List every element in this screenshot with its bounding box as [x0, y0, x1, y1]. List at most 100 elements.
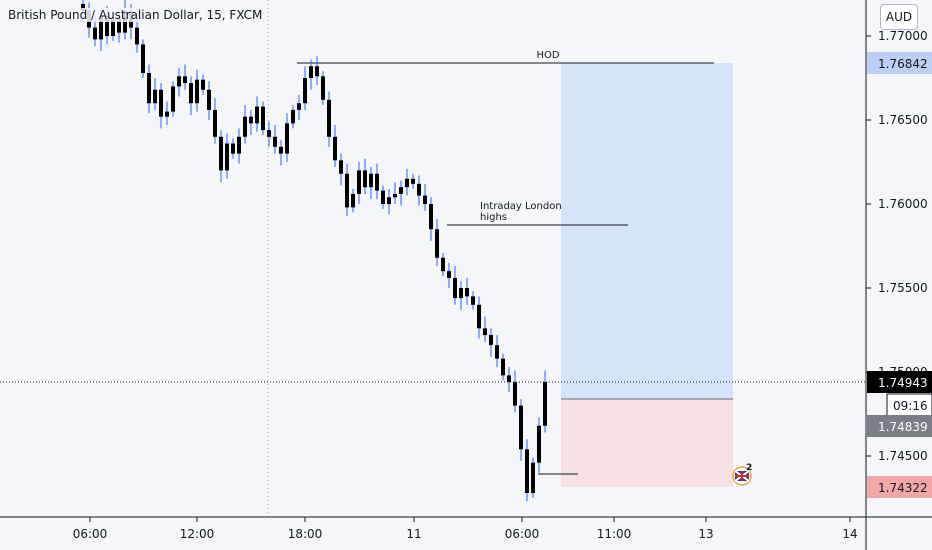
- candle-body[interactable]: [117, 19, 121, 33]
- candle-body[interactable]: [81, 4, 85, 11]
- candle-body[interactable]: [393, 193, 397, 198]
- candle-body[interactable]: [501, 358, 505, 376]
- candle-body[interactable]: [483, 328, 487, 336]
- hod-label: HOD: [536, 50, 559, 61]
- time-label: 06:00: [505, 527, 540, 541]
- candle-body[interactable]: [267, 130, 271, 137]
- stop-price-value: 1.74322: [878, 481, 928, 495]
- candle-body[interactable]: [273, 136, 277, 147]
- candle-body[interactable]: [357, 170, 361, 194]
- candle-body[interactable]: [369, 173, 373, 188]
- candle-body[interactable]: [111, 19, 115, 36]
- candle-body[interactable]: [519, 405, 523, 450]
- candle-body[interactable]: [249, 116, 253, 124]
- candle-body[interactable]: [363, 170, 367, 188]
- candle-body[interactable]: [231, 143, 235, 154]
- time-axis[interactable]: 06:00 12:00 18:00 11 06:00 11:00 13 14: [73, 517, 858, 541]
- target-price-badge[interactable]: [867, 52, 932, 74]
- candle-body[interactable]: [447, 271, 451, 278]
- candle-body[interactable]: [297, 103, 301, 110]
- candle-body[interactable]: [453, 277, 457, 299]
- time-label: 11:00: [597, 527, 632, 541]
- candle-body[interactable]: [441, 257, 445, 272]
- candle-body[interactable]: [375, 173, 379, 191]
- price-label: 1.77000: [878, 29, 928, 43]
- candle-body[interactable]: [405, 178, 409, 188]
- candle-body[interactable]: [183, 76, 187, 84]
- candle-body[interactable]: [495, 345, 499, 359]
- candle-body[interactable]: [201, 79, 205, 90]
- candle-body[interactable]: [189, 83, 193, 104]
- time-label: 12:00: [180, 527, 215, 541]
- candle-body[interactable]: [489, 335, 493, 346]
- notification-count: 2: [746, 463, 752, 473]
- candle-body[interactable]: [381, 190, 385, 204]
- loss-zone[interactable]: [561, 399, 733, 487]
- profit-zone[interactable]: [561, 63, 733, 399]
- candle-body[interactable]: [177, 76, 181, 87]
- candle-body[interactable]: [333, 136, 337, 161]
- candle-body[interactable]: [465, 288, 469, 297]
- candle-body[interactable]: [99, 15, 103, 40]
- candle-body[interactable]: [387, 197, 391, 204]
- candle-body[interactable]: [93, 27, 97, 40]
- time-label: 11: [406, 527, 421, 541]
- candle-body[interactable]: [105, 15, 109, 36]
- candle-body[interactable]: [219, 136, 223, 171]
- candle-body[interactable]: [237, 136, 241, 154]
- time-label: 06:00: [73, 527, 108, 541]
- candle-body[interactable]: [195, 79, 199, 104]
- candle-body[interactable]: [255, 106, 259, 124]
- candle-body[interactable]: [411, 178, 415, 184]
- candle-body[interactable]: [261, 106, 265, 131]
- candle-body[interactable]: [471, 296, 475, 305]
- candle-body[interactable]: [531, 462, 535, 493]
- candle-body[interactable]: [543, 382, 547, 426]
- candle-body[interactable]: [165, 111, 169, 117]
- candle-body[interactable]: [279, 146, 283, 154]
- flag-icon[interactable]: [732, 466, 752, 486]
- candle-body[interactable]: [417, 183, 421, 196]
- candle-body[interactable]: [243, 116, 247, 137]
- candle-body[interactable]: [303, 78, 307, 104]
- candle-body[interactable]: [513, 382, 517, 406]
- candle-body[interactable]: [525, 449, 529, 493]
- currency-button[interactable]: AUD: [880, 4, 918, 30]
- candle-body[interactable]: [423, 195, 427, 204]
- candle-body[interactable]: [435, 229, 439, 258]
- candle-body[interactable]: [321, 76, 325, 100]
- candle-body[interactable]: [285, 123, 289, 154]
- candle-body[interactable]: [291, 109, 295, 124]
- current-price-badge[interactable]: [867, 371, 932, 393]
- candle-body[interactable]: [159, 89, 163, 117]
- candle-body[interactable]: [171, 86, 175, 112]
- candle-body[interactable]: [399, 187, 403, 194]
- entry-price-badge[interactable]: [867, 415, 932, 437]
- candle-body[interactable]: [225, 143, 229, 171]
- countdown-value: 09:16: [893, 399, 928, 413]
- candle-body[interactable]: [141, 44, 145, 73]
- london-highs-label-line2: highs: [480, 212, 507, 223]
- candle-body[interactable]: [147, 72, 151, 104]
- candle-body[interactable]: [537, 425, 541, 463]
- time-label: 18:00: [288, 527, 323, 541]
- candle-body[interactable]: [207, 89, 211, 110]
- candle-body[interactable]: [213, 109, 217, 137]
- candle-body[interactable]: [429, 204, 433, 230]
- target-price-value: 1.76842: [878, 57, 928, 71]
- candle-body[interactable]: [135, 27, 139, 45]
- candle-body[interactable]: [507, 375, 511, 383]
- time-label: 14: [842, 527, 857, 541]
- current-price-value: 1.74943: [878, 376, 928, 390]
- candle-body[interactable]: [351, 193, 355, 208]
- candle-body[interactable]: [153, 89, 157, 104]
- candle-body[interactable]: [327, 99, 331, 137]
- candle-body[interactable]: [477, 304, 481, 329]
- stop-price-badge[interactable]: [867, 476, 932, 498]
- candle-body[interactable]: [345, 173, 349, 208]
- candle-body[interactable]: [339, 160, 343, 174]
- candle-body[interactable]: [309, 66, 313, 78]
- candle-body[interactable]: [459, 288, 463, 299]
- candle-body[interactable]: [315, 66, 319, 77]
